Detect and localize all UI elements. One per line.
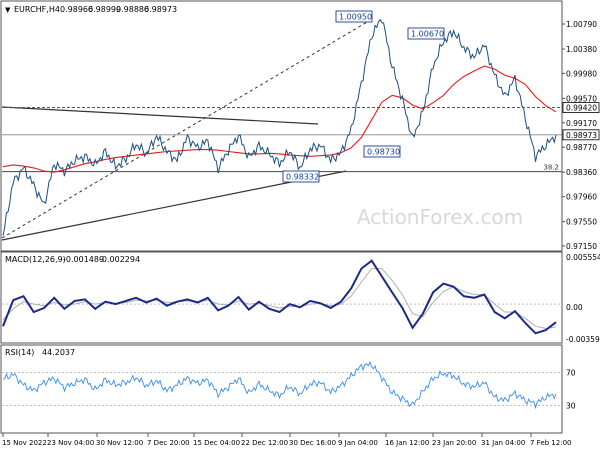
annotation-box <box>335 10 373 23</box>
current-price-tag: 0.98973 <box>562 129 600 141</box>
price-tick-label: 0.97150 <box>566 242 597 251</box>
macd-main-line <box>2 259 557 335</box>
macd-tick-bottom: -0.003592 <box>566 335 600 344</box>
macd-value: -0.001489 <box>63 255 104 264</box>
time-tick-label: 23 Jan 20:00 <box>432 439 476 447</box>
price-tick-label: 0.98770 <box>566 143 597 152</box>
time-tick-label: 22 Dec 12:00 <box>241 439 288 447</box>
time-tick-label: 7 Feb 12:00 <box>530 439 571 447</box>
time-tick-label: 23 Nov 04:00 <box>47 439 94 447</box>
rsi-label: RSI(14) <box>5 348 34 357</box>
ohlc-high: 0.98999 <box>88 5 121 14</box>
macd-signal-line <box>2 268 557 330</box>
time-tick-label: 15 Nov 2022 <box>2 439 47 447</box>
time-tick-label: 30 Dec 16:00 <box>289 439 336 447</box>
watermark: ActionForex.com <box>357 205 523 229</box>
fib-label: 38.2 <box>543 164 559 172</box>
level-tag-text: 0.99420 <box>566 104 597 113</box>
annotation-box <box>407 27 445 40</box>
price-tick-label: 0.98360 <box>566 168 597 177</box>
rsi-line <box>2 361 557 410</box>
support-trendline <box>1 170 347 241</box>
macd-tick-top: 0.005554 <box>566 253 600 262</box>
dashed-trend-channel <box>1 17 375 239</box>
time-tick-label: 9 Jan 04:00 <box>338 439 378 447</box>
price-series-line <box>2 18 557 236</box>
annotation-label: 1.00950 <box>339 13 372 22</box>
price-tick-label: 0.99980 <box>566 69 597 78</box>
price-axis: 1.00790 1.00380 0.99980 0.99570 0.99170 0.987… <box>562 20 597 251</box>
time-tick-label: 30 Nov 12:00 <box>96 439 143 447</box>
ohlc-low: 0.98886 <box>116 5 149 14</box>
ohlc-open: 0.98966 <box>60 5 93 14</box>
macd-tick-zero: 0.00 <box>566 303 583 312</box>
resistance-trendline <box>1 106 319 125</box>
annotation-label: 0.98332 <box>286 173 319 182</box>
annotation-group: 1.00950 1.00670 0.98730 0.98332 <box>282 10 445 183</box>
macd-signal-value: -0.002294 <box>99 255 140 264</box>
annotation-label: 1.00670 <box>411 30 444 39</box>
symbol-arrow-icon: ▼ <box>5 6 11 14</box>
level-tag: 0.99420 <box>562 102 600 113</box>
rsi-panel <box>0 344 563 434</box>
time-tick-label: 31 Jan 04:00 <box>481 439 525 447</box>
current-price-tag-text: 0.98973 <box>566 131 597 140</box>
moving-average-line <box>2 65 557 173</box>
rsi-value: 44.2037 <box>42 348 75 357</box>
rsi-tick-30: 30 <box>566 401 576 410</box>
ohlc-close: 0.98973 <box>144 5 177 14</box>
price-tick-label: 1.00380 <box>566 45 597 54</box>
time-axis: 15 Nov 2022 23 Nov 04:00 30 Nov 12:00 7 Dec… <box>2 433 571 447</box>
time-tick-label: 15 Dec 04:00 <box>193 439 240 447</box>
time-tick-label: 16 Jan 12:00 <box>385 439 429 447</box>
price-tick-label: 1.00790 <box>566 20 597 29</box>
price-tick-label: 0.99570 <box>566 94 597 103</box>
price-tick-label: 0.99170 <box>566 119 597 128</box>
symbol-label: EURCHF,H4 <box>14 5 60 14</box>
price-tick-label: 0.97550 <box>566 218 597 227</box>
macd-label: MACD(12,26,9) <box>5 255 66 264</box>
annotation-label: 0.98730 <box>367 148 400 157</box>
annotation-box <box>282 170 320 183</box>
price-panel <box>0 0 563 252</box>
rsi-tick-70: 70 <box>566 369 576 378</box>
price-tick-label: 0.97960 <box>566 193 597 202</box>
annotation-box <box>363 145 401 158</box>
time-tick-label: 7 Dec 20:00 <box>147 439 190 447</box>
